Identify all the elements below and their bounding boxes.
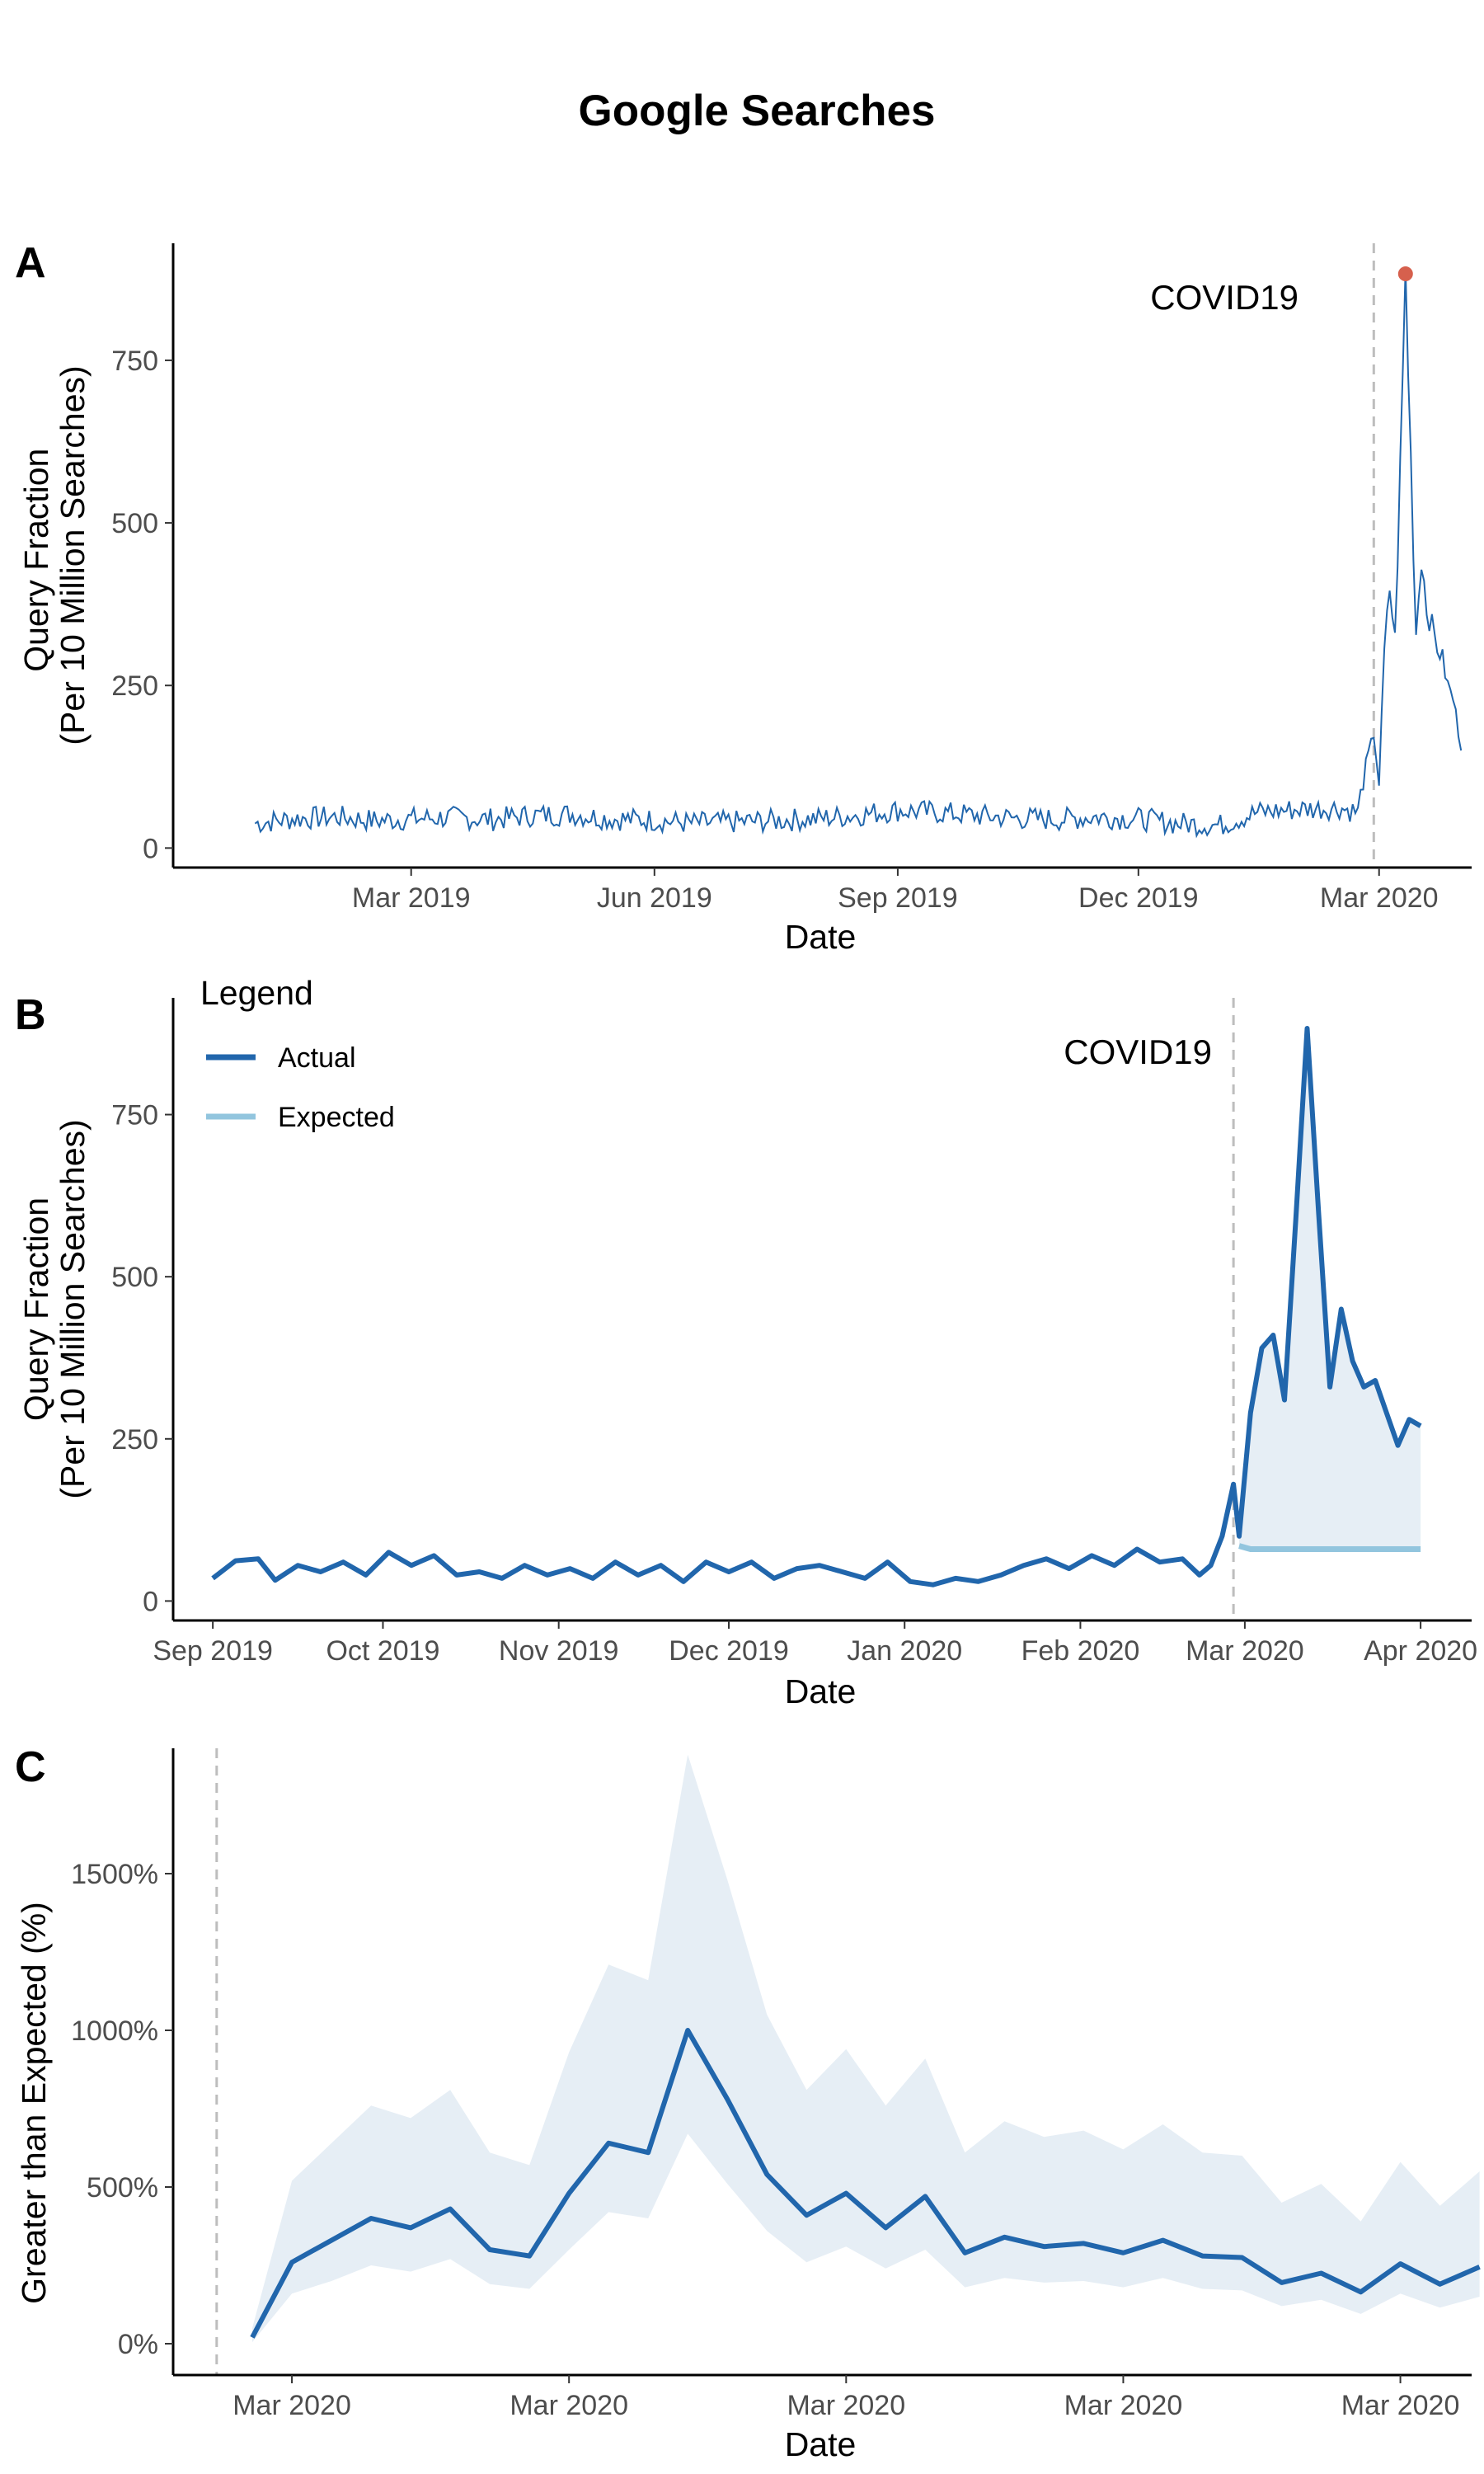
- panel-c-y-tick-label: 1000%: [71, 2015, 158, 2047]
- panel-c-x-title: Date: [785, 2425, 857, 2463]
- panel-c-x-tick-label: Mar 2020: [232, 2390, 351, 2421]
- panel-a-y-tick-label: 500: [111, 508, 158, 539]
- panel-c-y-tick-label: 1500%: [71, 1859, 158, 1890]
- panel-b-y-title-line2: (Per 10 Million Searches): [54, 1119, 92, 1498]
- panel-c-y-title: Greater than Expected (%): [15, 1902, 53, 2304]
- panel-b-x-tick-label: Jan 2020: [847, 1635, 962, 1667]
- panel-a-x-tick-label: Dec 2019: [1078, 882, 1199, 914]
- panel-b-x-tick-label: Nov 2019: [499, 1635, 619, 1667]
- panel-b-x-tick-label: Mar 2020: [1186, 1635, 1304, 1667]
- legend-label-expected: Expected: [278, 1102, 395, 1133]
- panel-c-x-tick-label: Mar 2020: [1064, 2390, 1183, 2421]
- panel-b-x-tick-label: Sep 2019: [153, 1635, 273, 1667]
- panel-c-x-tick-label: Mar 2020: [787, 2390, 905, 2421]
- legend: Legend Actual Expected: [200, 974, 395, 1133]
- panel-b-y-tick-label: 750: [111, 1100, 158, 1131]
- panel-a-y-tick-label: 250: [111, 670, 158, 702]
- panel-b-x-tick-label: Oct 2019: [326, 1635, 439, 1667]
- panel-a-y-title-line2: (Per 10 Million Searches): [54, 365, 92, 745]
- panel-b-x-tick-label: Dec 2019: [669, 1635, 789, 1667]
- panel-b-y-tick-label: 500: [111, 1262, 158, 1293]
- panel-a-y-title: Query Fraction (Per 10 Million Searches): [17, 365, 92, 745]
- panel-c-x-tick-label: Mar 2020: [510, 2390, 628, 2421]
- panel-a-x-tick-label: Mar 2020: [1320, 882, 1439, 914]
- panel-b-x-tick-label: Feb 2020: [1021, 1635, 1140, 1667]
- panel-a-x-tick-label: Mar 2019: [352, 882, 471, 914]
- panel-c-confidence-band: [252, 1754, 1480, 2343]
- panel-a-x-title: Date: [785, 918, 857, 956]
- panel-b-y-tick-label: 0: [143, 1586, 158, 1617]
- panel-b: B 0 250 500 750 Sep 2019 Oct 2019 Nov 2019 Dec …: [15, 974, 1477, 1710]
- panel-a-y-title-line1: Query Fraction: [17, 449, 55, 672]
- panel-b-y-title-line1: Query Fraction: [17, 1197, 55, 1421]
- panel-c: C 0% 500% 1000% 1500% Mar 2020 Mar 2020 Mar 20…: [15, 1743, 1481, 2463]
- panel-b-y-tick-label: 250: [111, 1424, 158, 1456]
- panel-a-letter: A: [15, 239, 46, 287]
- panel-b-x-title: Date: [785, 1672, 857, 1710]
- legend-label-actual: Actual: [278, 1042, 356, 1074]
- main-title: Google Searches: [578, 87, 935, 135]
- panel-c-y-tick-label: 0%: [118, 2329, 158, 2360]
- panel-a-x-tick-label: Sep 2019: [838, 882, 958, 914]
- panel-a-x-tick-label: Jun 2019: [597, 882, 712, 914]
- legend-title: Legend: [200, 974, 313, 1012]
- panel-c-y-tick-label: 500%: [87, 2172, 158, 2204]
- panel-a-series-line: [254, 267, 1463, 839]
- panel-b-letter: B: [15, 991, 46, 1039]
- panel-c-x-tick-label: Mar 2020: [1341, 2390, 1460, 2421]
- panel-a-vline-label: COVID19: [1150, 278, 1298, 317]
- panel-b-x-tick-label: Apr 2020: [1364, 1635, 1477, 1667]
- panel-c-letter: C: [15, 1743, 46, 1791]
- panel-a-peak-point: [1397, 266, 1413, 282]
- panel-b-expected-line: [1238, 1543, 1421, 1552]
- panel-b-excess-area: [1239, 1028, 1421, 1550]
- panel-b-y-title: Query Fraction(Per 10 Million Searches): [17, 1119, 92, 1498]
- panel-c-estimate-line: [250, 2028, 1481, 2339]
- panel-a-y-tick-label: 0: [143, 833, 158, 864]
- panel-b-vline-label: COVID19: [1064, 1032, 1212, 1071]
- panel-a-y-tick-label: 750: [111, 346, 158, 377]
- panel-b-actual-line: [211, 1026, 1422, 1587]
- panel-a: A 0 250 500 750 Mar 2019 Jun 2019 Sep 2019 Dec …: [15, 239, 1472, 956]
